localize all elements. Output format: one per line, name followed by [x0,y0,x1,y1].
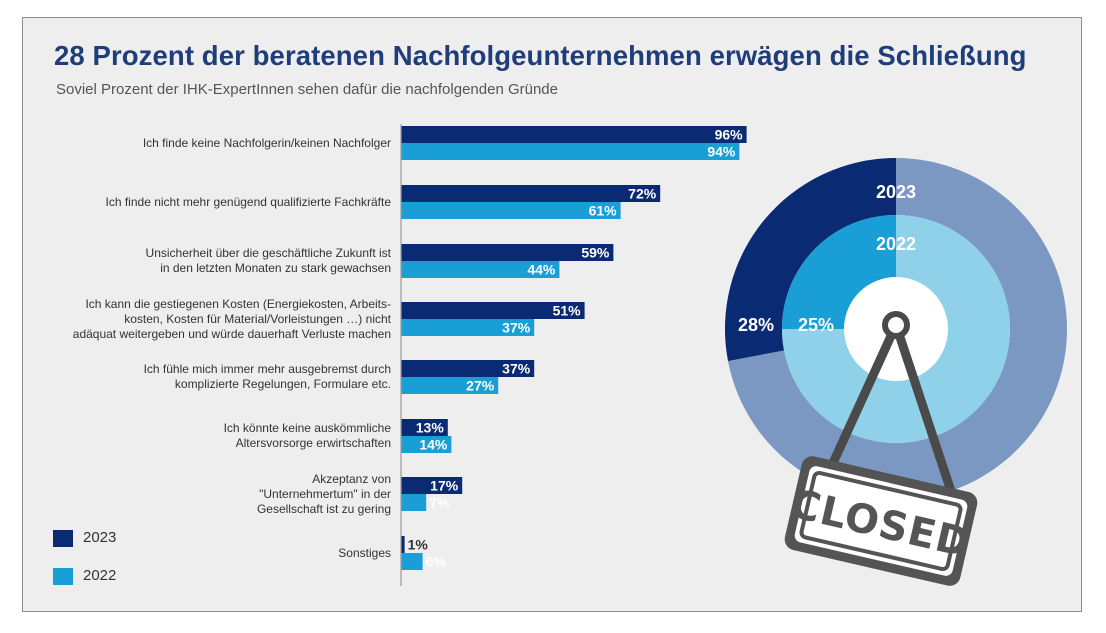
category-label-3: Ich kann die gestiegenen Kosten (Energie… [72,296,391,341]
bar-value-label-2022-4: 27% [466,378,495,394]
bar-2023-5 [401,419,448,436]
closed-sign-icon: CLOSED [784,311,978,586]
bar-value-label-2023-0: 96% [715,127,744,143]
bar-2022-2 [401,261,560,278]
bar-value-label-2022-0: 94% [707,144,736,160]
bar-2023-3 [401,302,585,319]
bar-value-label-2023-6: 17% [430,478,459,494]
bar-2023-1 [401,185,661,202]
donut-outer-ring-label: 2023 [876,182,916,202]
category-label-7: Sonstiges [338,545,391,560]
bar-value-label-2023-7: 1% [408,537,429,553]
bar-value-label-2022-5: 14% [419,437,448,453]
bar-2022-5 [401,436,452,453]
bar-value-label-2023-4: 37% [502,361,531,377]
bar-2022-6 [401,494,427,511]
category-label-4: Ich fühle mich immer mehr ausgebremst du… [143,362,391,391]
bar-2022-7 [401,553,423,570]
chart-title: 28 Prozent der beratenen Nachfolgeuntern… [54,40,1027,71]
bar-value-label-2022-3: 37% [502,320,531,336]
bar-value-label-2023-1: 72% [628,186,657,202]
category-label-5: Ich könnte keine auskömmliche Altersvorso… [223,421,391,450]
legend-label-2022: 2022 [83,567,117,584]
bar-value-label-2022-6: 7% [429,495,450,511]
bar-2023-4 [401,360,535,377]
bar-2022-1 [401,202,621,219]
bar-2022-4 [401,377,499,394]
bar-value-label-2023-5: 13% [416,420,445,436]
donut-outer-value-segment [725,158,896,362]
bar-value-label-2023-3: 51% [553,303,582,319]
bar-2022-0 [401,143,740,160]
bar-value-label-2022-1: 61% [589,203,618,219]
bar-group: 96%94% 72% 61% 59% 44% 51% 37% 37% 27% 13%14% 17%7… [401,126,747,570]
category-label-2: Unsicherheit über die geschäftliche Zuku… [145,246,391,275]
bar-2022-3 [401,319,535,336]
category-label-1: Ich finde nicht mehr genügend qualifizie… [105,194,392,209]
bar-2023-0 [401,126,747,143]
chart-frame: 28 Prozent der beratenen Nachfolgeuntern… [22,17,1082,612]
bar-value-label-2022-7: 6% [426,554,447,570]
bar-value-label-2023-2: 59% [581,245,610,261]
chart-subtitle: Soviel Prozent der IHK-ExpertInnen sehen… [56,81,558,98]
legend-swatch-2022 [53,568,73,585]
donut-outer-value-label: 28% [738,315,774,335]
category-label-0: Ich finde keine Nachfolgerin/keinen Nach… [142,135,391,150]
legend-swatch-2023 [53,530,73,547]
chart-canvas: 96%94% 72% 61% 59% 44% 51% 37% 37% 27% 13%14% 17%7… [400,124,1067,586]
bar-2023-2 [401,244,614,261]
category-label-6: Akzeptanz von "Unternehmertum" in der Gese… [256,471,391,516]
bar-2023-6 [401,477,463,494]
legend-label-2023: 2023 [83,529,117,546]
bar-value-label-2022-2: 44% [527,262,556,278]
donut-inner-ring-label: 2022 [876,234,916,254]
donut-inner-value-label: 25% [798,315,834,335]
bar-2023-7 [401,536,405,553]
